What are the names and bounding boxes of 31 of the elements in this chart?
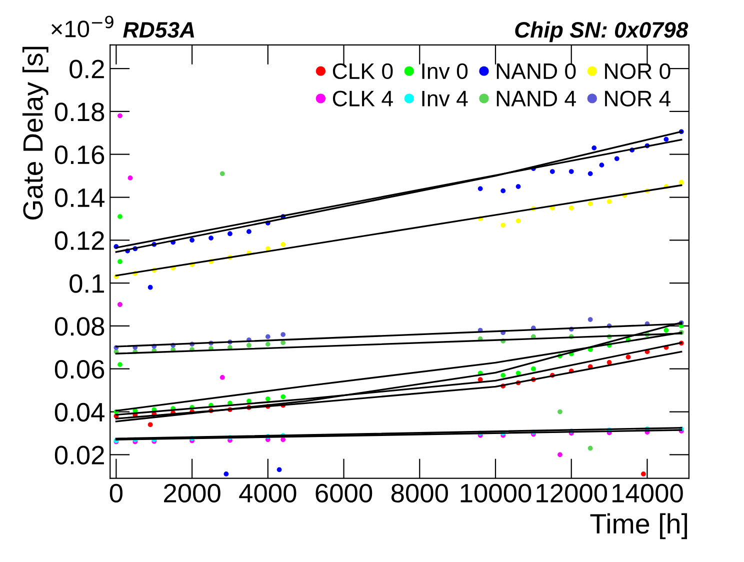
y-tick-label: 0.04 — [54, 402, 104, 422]
y-tick-label: 0.14 — [54, 188, 104, 208]
x-tick-label: 4000 — [239, 484, 296, 503]
legend-label: Inv 0 — [422, 63, 468, 80]
legend-label: NOR 0 — [605, 63, 670, 80]
x-tick-label: 6000 — [316, 484, 372, 503]
x-tick-label: 8000 — [391, 484, 448, 503]
legend-label: CLK 0 — [332, 63, 393, 80]
legend-label: CLK 4 — [332, 90, 393, 106]
x-tick-label: 10000 — [460, 484, 532, 503]
legend-label: Inv 4 — [422, 90, 468, 106]
x-tick-label: 14000 — [612, 484, 683, 503]
y-tick-label: 0.08 — [54, 317, 104, 336]
legend-label: NAND 4 — [496, 90, 576, 106]
y-tick-label: 0.12 — [54, 231, 104, 250]
y-axis-title: Gate Delay [s] — [22, 46, 48, 220]
x-tick-label: 2000 — [164, 484, 220, 503]
text: RD53A — [123, 22, 194, 38]
text: ×10$^{−9}$ — [52, 16, 114, 38]
y-tick-label: 0.18 — [54, 102, 104, 122]
y-tick-label: 0.16 — [54, 145, 104, 164]
legend-label: NOR 4 — [605, 90, 671, 106]
y-tick-label: 0.1 — [70, 274, 104, 293]
x-axis-title: Time [h] — [590, 513, 687, 540]
text: Chip SN: 0x0798 — [515, 21, 688, 42]
y-tick-label: 0.2 — [70, 60, 104, 78]
x-tick-label: 12000 — [536, 484, 608, 503]
y-tick-label: 0.02 — [54, 446, 104, 464]
y-tick-label: 0.06 — [54, 360, 104, 379]
x-tick-label: 0 — [110, 484, 122, 503]
legend-label: NAND 0 — [496, 63, 576, 80]
